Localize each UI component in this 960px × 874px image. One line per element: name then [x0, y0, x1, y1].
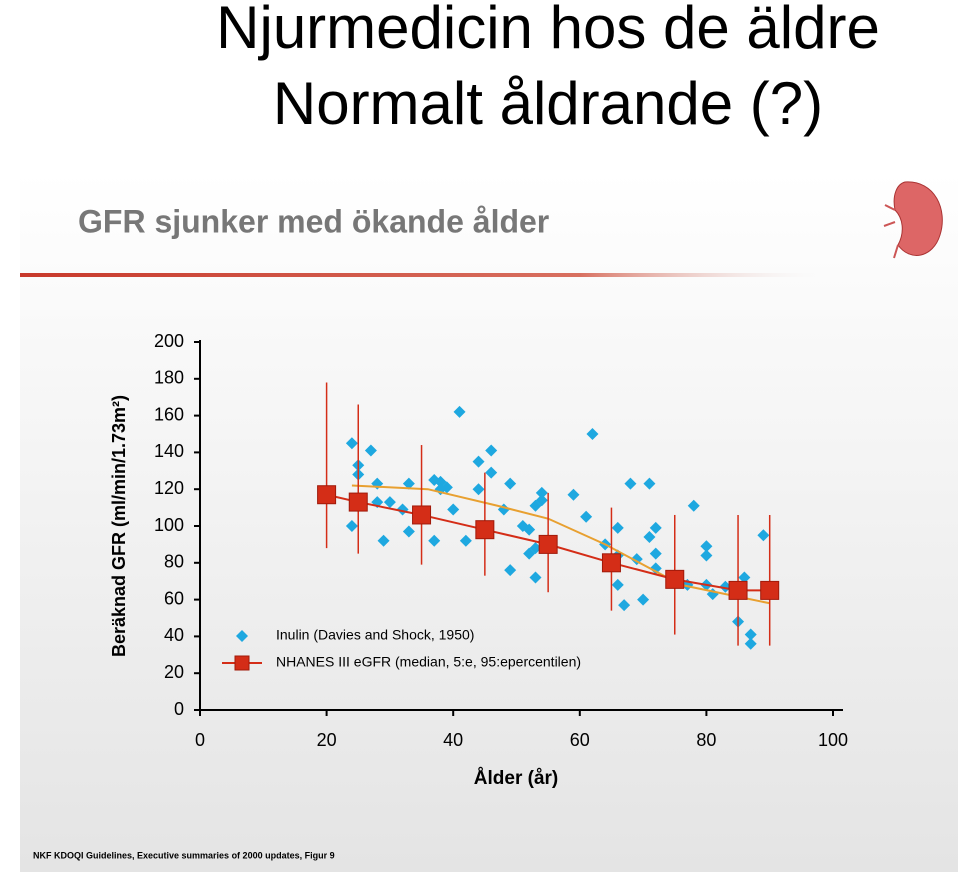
y-tick-label: 0	[174, 699, 184, 719]
slide-title: Normalt åldrande (?)	[273, 70, 823, 137]
x-tick-label: 0	[195, 730, 205, 750]
scatter-point	[402, 477, 415, 490]
scatter-point	[345, 437, 358, 450]
y-tick-label: 80	[164, 552, 184, 572]
scatter-point	[504, 564, 517, 577]
y-tick-label: 160	[154, 404, 184, 424]
x-tick-label: 40	[443, 730, 463, 750]
y-axis-label: Beräknad GFR (ml/min/1.73m²)	[109, 395, 129, 657]
y-tick-label: 200	[154, 331, 184, 351]
scatter-point	[364, 444, 377, 457]
scatter-point	[485, 466, 498, 479]
scatter-point	[472, 455, 485, 468]
y-tick-label: 140	[154, 441, 184, 461]
scatter-point	[611, 578, 624, 591]
scatter-point	[637, 593, 650, 606]
scatter-point	[402, 525, 415, 538]
scatter-point	[687, 499, 700, 512]
legend-marker	[236, 630, 248, 642]
scatter-point	[428, 534, 441, 547]
scatter-point	[744, 637, 757, 650]
y-tick-label: 60	[164, 588, 184, 608]
scatter-point	[700, 540, 713, 553]
scatter-point	[643, 531, 656, 544]
scatter-point	[529, 571, 542, 584]
scatter-point	[535, 486, 548, 499]
scatter-point	[624, 477, 637, 490]
scatter-point	[535, 494, 548, 507]
scatter-point	[453, 405, 466, 418]
scatter-point	[523, 523, 536, 536]
scatter-point	[383, 496, 396, 509]
x-axis-label: Ålder (år)	[474, 768, 558, 789]
square-marker	[538, 534, 558, 554]
y-tick-label: 120	[154, 478, 184, 498]
x-tick-label: 100	[818, 730, 848, 750]
scatter-point	[345, 520, 358, 532]
y-tick-label: 180	[154, 368, 184, 388]
scatter-point	[529, 542, 542, 555]
scatter-point	[567, 488, 580, 501]
scatter-point	[485, 444, 498, 457]
y-tick-label: 100	[154, 515, 184, 535]
scatter-point	[586, 428, 599, 440]
scatter-point	[377, 534, 390, 547]
divider	[20, 273, 820, 277]
scatter-point	[744, 628, 757, 641]
square-marker	[601, 553, 621, 573]
scatter-point	[649, 562, 662, 575]
scatter-point	[472, 483, 485, 496]
square-marker	[348, 492, 368, 512]
legend-marker	[234, 655, 250, 671]
x-tick-label: 60	[570, 730, 590, 750]
scatter-point	[757, 529, 770, 542]
y-tick-label: 20	[164, 662, 184, 682]
footnote: NKF KDOQI Guidelines, Executive summarie…	[33, 850, 335, 860]
scatter-point	[440, 481, 453, 494]
scatter-point	[649, 521, 662, 534]
legend-label: NHANES III eGFR (median, 5:e, 95:epercen…	[276, 654, 581, 670]
x-tick-label: 80	[696, 730, 716, 750]
slide-title: Njurmedicin hos de äldre	[216, 0, 880, 61]
scatter-point	[580, 510, 593, 523]
scatter-point	[504, 477, 517, 490]
scatter-point	[447, 503, 460, 516]
kidney-icon	[883, 181, 943, 259]
legend-label: Inulin (Davies and Shock, 1950)	[276, 627, 474, 643]
scatter-point	[643, 477, 656, 490]
scatter-point	[700, 549, 713, 562]
scatter-point	[611, 521, 624, 534]
x-tick-label: 20	[317, 730, 337, 750]
scatter-point	[738, 571, 751, 584]
square-marker	[475, 520, 495, 540]
square-marker	[728, 580, 748, 600]
scatter-point	[459, 534, 472, 547]
square-marker	[760, 580, 780, 600]
square-marker	[412, 505, 432, 525]
scatter-point	[618, 599, 631, 612]
scatter-point	[649, 547, 662, 560]
chart-title: GFR sjunker med ökande ålder	[78, 203, 549, 239]
y-tick-label: 40	[164, 625, 184, 645]
square-marker	[317, 485, 337, 505]
square-marker	[665, 569, 685, 589]
